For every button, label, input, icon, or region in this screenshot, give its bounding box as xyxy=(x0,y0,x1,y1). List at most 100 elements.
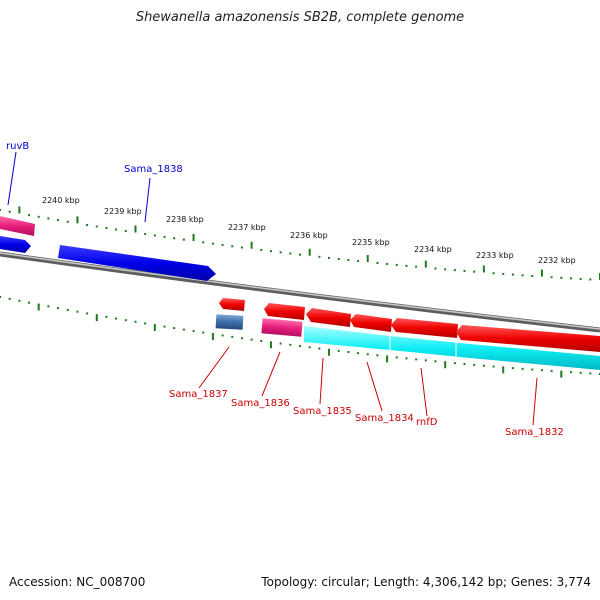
gene-ruvB-strand-pink[interactable] xyxy=(0,216,35,236)
scale-minor-tick xyxy=(366,353,369,356)
scale-major-tick xyxy=(211,333,214,341)
scale-minor-tick xyxy=(269,250,272,253)
scale-major-tick xyxy=(250,241,253,249)
scale-minor-tick xyxy=(405,264,408,267)
scale-minor-tick xyxy=(415,265,418,268)
gene-Sama_1838[interactable] xyxy=(58,245,216,281)
scale-minor-tick xyxy=(221,334,224,337)
scale-minor-tick xyxy=(376,354,379,357)
scale-minor-tick xyxy=(579,277,582,280)
scale-label: 2233 kbp xyxy=(476,251,514,260)
scale-minor-tick xyxy=(540,369,543,372)
scale-minor-tick xyxy=(482,364,485,367)
scale-major-tick xyxy=(424,260,427,268)
gene-label-Sama_1834[interactable]: Sama_1834 xyxy=(355,413,414,424)
scale-major-tick xyxy=(76,216,79,224)
scale-minor-tick xyxy=(153,234,156,237)
scale-label: 2234 kbp xyxy=(414,245,452,254)
gene-ruvB[interactable] xyxy=(0,236,31,253)
scale-minor-tick xyxy=(182,238,185,241)
gene-labels-bottom: Sama_1837 Sama_1836 Sama_1835 Sama_1834 … xyxy=(169,389,564,438)
scale-minor-tick xyxy=(550,276,553,279)
scale-minor-tick xyxy=(415,358,418,361)
scale-minor-tick xyxy=(18,299,21,302)
gene-Sama_1832[interactable] xyxy=(456,325,600,352)
gene-rnfD[interactable] xyxy=(391,318,458,338)
gene-Sama_1836[interactable] xyxy=(264,303,305,320)
scale-minor-tick xyxy=(502,272,505,275)
scale-minor-tick xyxy=(328,256,331,259)
scale-minor-tick xyxy=(318,255,321,258)
scale-minor-tick xyxy=(86,223,89,226)
genome-stats-text: Topology: circular; Length: 4,306,142 bp… xyxy=(261,575,591,589)
gene-label-Sama_1832[interactable]: Sama_1832 xyxy=(505,427,564,438)
gene-Sama_1834[interactable] xyxy=(350,314,392,332)
scale-minor-tick xyxy=(192,330,195,333)
scale-minor-tick xyxy=(357,352,360,355)
scale-minor-tick xyxy=(105,227,108,230)
scale-minor-tick xyxy=(376,262,379,265)
scale-minor-tick xyxy=(463,269,466,272)
scale-major-tick xyxy=(502,366,505,374)
genome-backbone xyxy=(0,251,600,333)
scale-label: 2235 kbp xyxy=(352,238,390,247)
scale-minor-tick xyxy=(28,301,31,304)
scale-minor-tick xyxy=(240,246,243,249)
gene-label-Sama_1838[interactable]: Sama_1838 xyxy=(124,164,183,175)
scale-minor-tick xyxy=(115,317,118,320)
scale-minor-tick xyxy=(231,335,234,338)
scale-minor-tick xyxy=(318,347,321,350)
scale-minor-tick xyxy=(124,319,127,322)
gene-label-ruvB[interactable]: ruvB xyxy=(6,141,29,152)
scale-minor-tick xyxy=(0,209,1,211)
scale-minor-tick xyxy=(57,219,60,222)
scale-minor-tick xyxy=(279,342,282,345)
gene-Sama_1835[interactable] xyxy=(306,308,351,327)
gene-Sama_1837[interactable] xyxy=(219,298,245,311)
scale-minor-tick xyxy=(589,372,592,375)
gene-label-Sama_1836[interactable]: Sama_1836 xyxy=(231,398,290,409)
scale-minor-tick xyxy=(202,241,205,244)
gene-label-Sama_1835[interactable]: Sama_1835 xyxy=(293,406,352,417)
scale-minor-tick xyxy=(560,276,563,279)
scale-minor-tick xyxy=(240,337,243,340)
scale-minor-tick xyxy=(550,369,553,372)
scale-labels: 2240 kbp 2239 kbp 2238 kbp 2237 kbp 2236… xyxy=(42,196,576,265)
scale-minor-tick xyxy=(511,273,514,276)
scale-major-tick xyxy=(560,370,563,378)
leader-lines-bottom xyxy=(198,346,538,426)
scale-major-tick xyxy=(134,225,137,233)
gene-cyan-cluster[interactable] xyxy=(304,326,600,370)
gene-Sama_1837-partner[interactable] xyxy=(215,314,244,330)
scale-major-tick xyxy=(18,206,21,214)
scale-major-tick xyxy=(95,314,98,322)
scale-minor-tick xyxy=(8,297,11,300)
gene-label-Sama_1837[interactable]: Sama_1837 xyxy=(169,389,228,400)
scale-minor-tick xyxy=(260,339,263,342)
scale-minor-tick xyxy=(405,357,408,360)
scale-label: 2238 kbp xyxy=(166,215,204,224)
scale-minor-tick xyxy=(579,371,582,374)
scale-minor-tick xyxy=(444,268,447,271)
scale-major-tick xyxy=(366,255,369,263)
scale-minor-tick xyxy=(86,312,89,315)
gene-Sama_1836-partner[interactable] xyxy=(261,318,303,337)
scale-label: 2236 kbp xyxy=(290,231,328,240)
scale-minor-tick xyxy=(569,277,572,280)
scale-minor-tick xyxy=(47,305,50,308)
scale-minor-tick xyxy=(28,214,31,217)
gene-label-rnfD[interactable]: rnfD xyxy=(416,417,438,428)
scale-minor-tick xyxy=(279,251,282,254)
scale-label: 2232 kbp xyxy=(538,256,576,265)
scale-minor-tick xyxy=(492,365,495,368)
scale-minor-tick xyxy=(76,310,79,313)
genome-backbone-highlight xyxy=(0,252,600,330)
scale-minor-tick xyxy=(347,351,350,354)
leader-lines-top xyxy=(7,151,151,223)
scale-minor-tick xyxy=(569,371,572,374)
scale-major-tick xyxy=(269,341,272,349)
scale-minor-tick xyxy=(250,338,253,341)
scale-minor-tick xyxy=(231,245,234,248)
scale-major-tick xyxy=(192,233,195,241)
scale-minor-tick xyxy=(453,362,456,365)
